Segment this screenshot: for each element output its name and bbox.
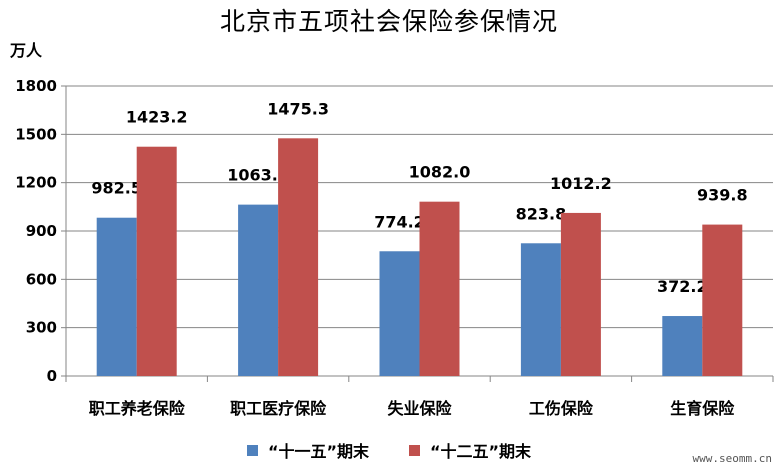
x-category-label: 失业保险	[387, 399, 452, 418]
data-label-series-2: 1012.2	[550, 174, 612, 193]
bar-series-2	[136, 146, 177, 376]
legend: “十一五”期末 “十二五”期末	[0, 438, 778, 462]
data-label-series-1: 982.5	[91, 179, 142, 198]
bar-series-1	[96, 217, 137, 376]
bar-series-1	[379, 251, 420, 376]
data-label-series-1: 774.2	[374, 212, 425, 231]
y-tick-label: 600	[26, 270, 57, 288]
x-category-label: 生育保险	[670, 399, 735, 418]
data-label-series-2: 1423.2	[126, 108, 188, 127]
legend-swatch-series-1	[246, 444, 258, 456]
bar-series-2	[702, 224, 743, 376]
y-tick-label: 300	[26, 319, 57, 337]
y-tick-label: 0	[47, 367, 57, 385]
bar-series-1	[662, 316, 703, 376]
data-label-series-1: 1063.7	[227, 166, 289, 185]
data-label-series-2: 939.8	[697, 186, 748, 205]
y-tick-label: 1500	[15, 125, 57, 143]
y-tick-label: 1800	[15, 77, 57, 95]
y-tick-label: 1200	[15, 174, 57, 192]
bar-series-1	[520, 243, 561, 376]
y-tick-label: 900	[26, 222, 57, 240]
bar-series-1	[238, 204, 279, 376]
legend-label-series-1: “十一五”期末	[267, 442, 369, 461]
x-category-label: 职工养老保险	[89, 399, 186, 418]
watermark: www.seomm.cn	[692, 452, 772, 465]
data-label-series-2: 1475.3	[267, 99, 329, 118]
legend-item-series-2: “十二五”期末	[409, 438, 531, 462]
bar-series-2	[419, 201, 460, 376]
x-category-label: 职工医疗保险	[230, 399, 327, 418]
legend-label-series-2: “十二五”期末	[430, 442, 532, 461]
y-axis-unit-label: 万人	[10, 41, 43, 60]
data-label-series-1: 823.8	[516, 204, 567, 223]
data-label-series-1: 372.2	[657, 277, 708, 296]
data-label-series-2: 1082.0	[409, 163, 471, 182]
legend-item-series-1: “十一五”期末	[246, 438, 369, 462]
bar-series-2	[560, 212, 601, 376]
chart-title: 北京市五项社会保险参保情况	[219, 7, 558, 36]
x-category-label: 工伤保险	[529, 399, 594, 418]
legend-swatch-series-2	[409, 444, 420, 456]
bar-series-2	[278, 138, 319, 376]
